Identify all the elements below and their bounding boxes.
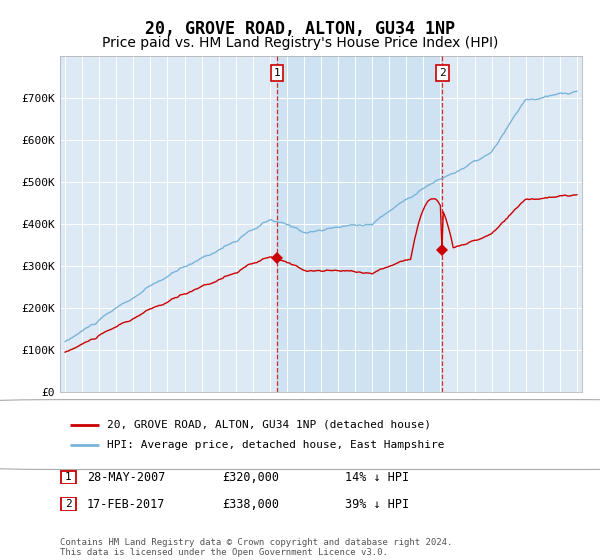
Text: Price paid vs. HM Land Registry's House Price Index (HPI): Price paid vs. HM Land Registry's House … (102, 36, 498, 50)
Text: 20, GROVE ROAD, ALTON, GU34 1NP (detached house): 20, GROVE ROAD, ALTON, GU34 1NP (detache… (107, 420, 431, 430)
Text: 1: 1 (274, 68, 280, 78)
Text: 20, GROVE ROAD, ALTON, GU34 1NP: 20, GROVE ROAD, ALTON, GU34 1NP (145, 20, 455, 38)
Text: 14% ↓ HPI: 14% ↓ HPI (345, 470, 409, 484)
FancyBboxPatch shape (61, 497, 76, 511)
Text: 1: 1 (65, 472, 72, 482)
Text: HPI: Average price, detached house, East Hampshire: HPI: Average price, detached house, East… (107, 441, 445, 450)
Bar (277, 56, 442, 392)
Text: 17-FEB-2017: 17-FEB-2017 (87, 497, 166, 511)
Text: Contains HM Land Registry data © Crown copyright and database right 2024.
This d: Contains HM Land Registry data © Crown c… (60, 538, 452, 557)
Text: 2: 2 (439, 68, 446, 78)
Text: £338,000: £338,000 (222, 497, 279, 511)
FancyBboxPatch shape (61, 470, 76, 484)
Text: 2: 2 (65, 499, 72, 509)
Text: 39% ↓ HPI: 39% ↓ HPI (345, 497, 409, 511)
Text: 28-MAY-2007: 28-MAY-2007 (87, 470, 166, 484)
FancyBboxPatch shape (0, 400, 600, 469)
Text: £320,000: £320,000 (222, 470, 279, 484)
